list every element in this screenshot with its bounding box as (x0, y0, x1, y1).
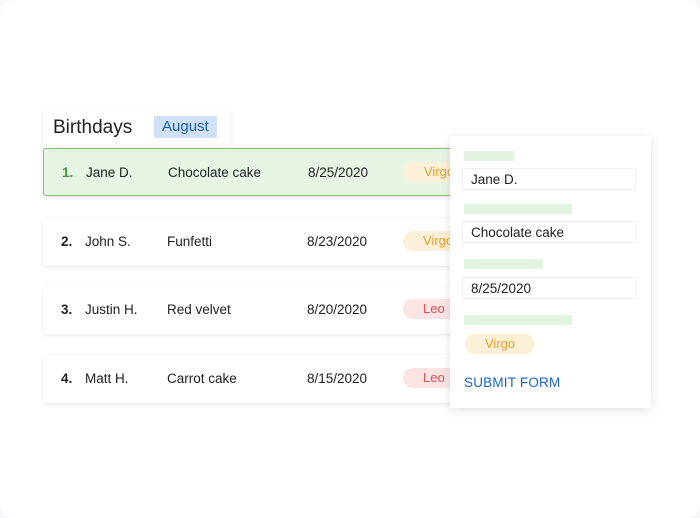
row-number: 1. (62, 165, 74, 180)
field-label-placeholder (464, 315, 572, 325)
month-badge[interactable]: August (154, 116, 217, 138)
row-number: 3. (61, 302, 73, 317)
table-row-2[interactable]: 2. John S. Funfetti 8/23/2020 Virgo (43, 218, 463, 266)
row-cake: Funfetti (167, 234, 213, 249)
row-number: 4. (61, 371, 73, 386)
row-date: 8/15/2020 (307, 371, 368, 386)
page-title: Birthdays (53, 117, 133, 138)
row-number: 2. (61, 234, 73, 249)
row-name: Matt H. (85, 371, 129, 386)
row-name: Justin H. (85, 302, 138, 317)
sign-chip[interactable]: Virgo (465, 334, 536, 354)
cake-field[interactable]: Chocolate cake (462, 221, 636, 243)
table-row-1[interactable]: 1. Jane D. Chocolate cake 8/25/2020 Virg… (43, 148, 463, 196)
birthdays-header: Birthdays August (43, 108, 230, 148)
row-name: John S. (85, 234, 131, 249)
name-field[interactable]: Jane D. (462, 168, 636, 190)
row-cake: Chocolate cake (168, 165, 262, 180)
field-label-placeholder (464, 204, 572, 214)
row-date: 8/23/2020 (307, 234, 368, 249)
row-cake: Red velvet (167, 302, 231, 317)
sign-badge: Virgo (403, 231, 463, 251)
row-name: Jane D. (86, 165, 133, 180)
date-field[interactable]: 8/25/2020 (462, 277, 636, 299)
field-label-placeholder (464, 151, 514, 161)
edit-form-panel: Jane D. Chocolate cake 8/25/2020 Virgo S… (450, 136, 651, 408)
table-row-3[interactable]: 3. Justin H. Red velvet 8/20/2020 Leo (43, 286, 463, 334)
submit-form-button[interactable]: SUBMIT FORM (464, 375, 561, 390)
row-date: 8/25/2020 (308, 165, 369, 180)
table-row-4[interactable]: 4. Matt H. Carrot cake 8/15/2020 Leo (43, 355, 463, 403)
field-label-placeholder (464, 259, 543, 269)
sign-badge: Leo (403, 368, 463, 388)
row-cake: Carrot cake (167, 371, 237, 386)
row-date: 8/20/2020 (307, 302, 368, 317)
sign-badge: Virgo (404, 162, 462, 182)
sign-badge: Leo (403, 299, 463, 319)
